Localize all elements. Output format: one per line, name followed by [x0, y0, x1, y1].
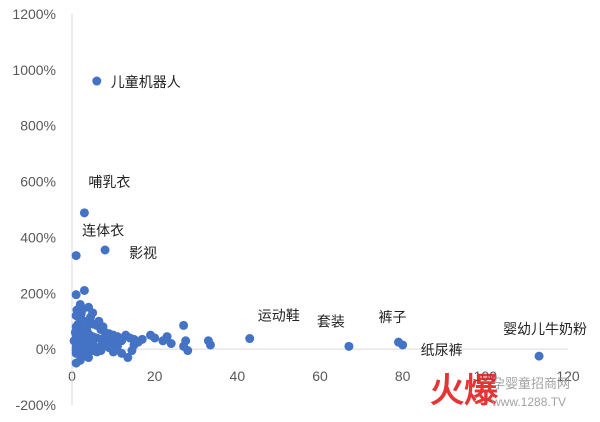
data-points	[69, 76, 544, 368]
point-annotation: 裤子	[379, 310, 407, 326]
data-point	[79, 208, 89, 218]
point-annotation: 运动鞋	[258, 309, 300, 325]
data-point	[79, 285, 89, 295]
watermark-text: 孕婴童招商网	[492, 376, 570, 392]
data-point	[84, 353, 94, 363]
y-tick-label: 600%	[20, 174, 56, 190]
data-point	[245, 334, 255, 344]
data-point	[98, 322, 108, 332]
watermark: 火爆 孕婴童招商网 www.1288.TV	[430, 371, 570, 411]
data-point	[71, 290, 81, 300]
point-annotation: 连体衣	[82, 224, 124, 240]
data-point	[137, 334, 147, 344]
data-point	[100, 245, 110, 255]
x-tick-label: 60	[312, 368, 328, 384]
data-point	[179, 341, 189, 351]
y-tick-label: 200%	[20, 285, 56, 301]
y-tick-label: -200%	[16, 397, 56, 413]
y-tick-labels: -200% 0% 200% 400% 600% 800% 1000% 1200%	[12, 6, 56, 413]
watermark-logo: 火爆	[430, 371, 499, 411]
y-tick-label: 1000%	[12, 62, 56, 78]
x-tick-label: 20	[147, 368, 163, 384]
y-tick-label: 400%	[20, 229, 56, 245]
data-point	[150, 333, 160, 343]
data-point	[96, 346, 106, 356]
x-tick-label: 100	[474, 368, 498, 384]
data-point	[71, 358, 81, 368]
data-point	[72, 305, 82, 315]
y-tick-label: 0%	[36, 341, 56, 357]
data-point	[129, 340, 139, 350]
data-point	[344, 341, 354, 351]
y-tick-label: 800%	[20, 118, 56, 134]
data-point	[88, 344, 98, 354]
point-annotation: 儿童机器人	[111, 74, 181, 91]
point-annotation: 哺乳衣	[88, 175, 130, 191]
data-point	[398, 340, 408, 350]
x-tick-labels: 020406080100120	[68, 368, 580, 384]
point-annotation: 婴幼儿牛奶粉	[503, 322, 587, 338]
data-point	[70, 327, 80, 337]
x-tick-label: 120	[556, 368, 580, 384]
x-tick-label: 40	[230, 368, 246, 384]
point-annotation: 纸尿裤	[421, 343, 463, 359]
data-point	[162, 332, 172, 342]
watermark-url: www.1288.TV	[491, 395, 566, 409]
point-annotation: 影视	[129, 246, 157, 262]
data-point	[205, 340, 215, 350]
data-point	[112, 341, 122, 351]
data-point	[71, 251, 81, 261]
data-point	[117, 348, 127, 358]
data-point	[81, 325, 91, 335]
point-annotation: 套装	[317, 314, 345, 330]
data-point	[75, 334, 85, 344]
data-point	[92, 76, 102, 86]
data-point	[534, 351, 544, 361]
data-point	[179, 320, 189, 330]
data-point	[75, 347, 85, 357]
x-tick-label: 80	[395, 368, 411, 384]
data-point	[73, 319, 83, 329]
y-tick-label: 1200%	[12, 6, 56, 22]
data-point	[86, 312, 96, 322]
data-point	[166, 339, 176, 349]
